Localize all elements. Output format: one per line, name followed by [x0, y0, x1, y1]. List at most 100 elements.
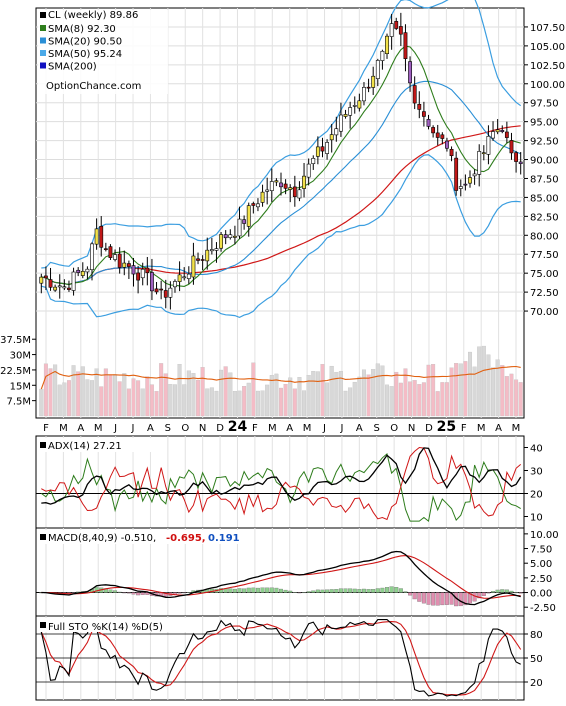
candle-body [398, 26, 403, 35]
x-tick-label: J [113, 423, 117, 434]
adx-lines [41, 446, 522, 522]
volume-bar [500, 365, 505, 417]
sto-tick-label: 50 [530, 654, 543, 665]
macd-histogram-bar [504, 589, 509, 593]
volume-bar [288, 377, 293, 417]
candle-body [214, 248, 219, 251]
volume-bar [385, 384, 390, 417]
volume-bar [338, 371, 343, 417]
volume-bar [122, 373, 127, 417]
macd-histogram-bar [232, 588, 237, 593]
macd-histogram-bar [242, 588, 247, 593]
candle-body [302, 175, 306, 189]
candle-body [126, 263, 131, 267]
candle-body [39, 276, 44, 284]
volume-bar [108, 374, 113, 417]
x-tick-label: D [216, 423, 224, 434]
volume-bar [440, 382, 445, 417]
candle-body [329, 134, 334, 141]
candle-body [159, 288, 164, 291]
x-tick-label: J [131, 423, 135, 434]
macd-signal-value: -0.695, [166, 533, 206, 544]
macd-histogram-bar [269, 587, 274, 593]
x-tick-label: A [147, 423, 154, 434]
volume-bar [219, 369, 224, 417]
macd-histogram-bar [311, 590, 316, 593]
volume-bar [472, 366, 477, 417]
volume-bar [518, 382, 523, 417]
candle-body [191, 255, 196, 278]
macd-histogram-bar [431, 592, 436, 606]
macd-histogram-bar [495, 589, 500, 593]
macd-panel: 10.00 7.50 5.00 2.50 0.00 -2.50 MACD(8,40,9) … [35, 527, 559, 617]
x-tick-label: M [268, 423, 277, 434]
volume-bar [149, 384, 154, 417]
candle-body [265, 189, 270, 192]
volume-bar [435, 391, 440, 417]
volume-bar [39, 388, 44, 417]
candle-body [500, 130, 505, 132]
volume-bar [454, 363, 459, 417]
adx-tick-label: 40 [530, 444, 543, 455]
volume-bar [163, 373, 168, 417]
macd-histogram-bar [412, 592, 417, 600]
candle-body [371, 75, 376, 88]
candle-body [352, 105, 357, 107]
volume-bar [57, 384, 62, 417]
volume-bar [320, 364, 325, 417]
volume-bar [99, 386, 104, 417]
macd-histogram-bar [260, 587, 265, 593]
macd-histogram-bar [306, 591, 311, 593]
volume-bar [53, 364, 58, 417]
volume-bar [274, 373, 279, 417]
volume-bar [325, 382, 330, 417]
adx-legend-swatch [40, 442, 46, 448]
price-tick-label: 75.00 [530, 269, 559, 280]
x-tick-label: N [408, 423, 415, 434]
volume-bar [168, 384, 173, 417]
x-tick-label: M [477, 423, 486, 434]
candle-body [71, 271, 76, 291]
volume-bar [366, 374, 371, 417]
volume-bar [62, 382, 67, 417]
candle-body [514, 152, 518, 162]
candle-body [491, 131, 495, 139]
macd-histogram-bar [237, 588, 242, 593]
volume-bar [408, 381, 413, 417]
volume-bar [504, 376, 509, 417]
candle-body [509, 140, 514, 154]
candle-body [408, 61, 412, 84]
legend-entry: SMA(20) 90.50 [48, 37, 122, 48]
volume-bar [71, 365, 76, 417]
candles [39, 12, 523, 310]
candle-body [362, 86, 366, 102]
x-tick-label: O [390, 423, 398, 434]
macd-lines [41, 550, 521, 606]
sto-k-line [40, 618, 521, 697]
candle-body [256, 203, 260, 208]
volume-bar [403, 368, 408, 417]
legend-swatch [40, 37, 46, 44]
candle-body [417, 103, 422, 110]
volume-bar [491, 367, 496, 417]
legend-entry: SMA(50) 95.24 [48, 49, 122, 60]
legend-entry: SMA(200) [48, 62, 97, 73]
candle-body [481, 152, 486, 155]
volume-bar [80, 366, 85, 417]
volume-bar [136, 380, 141, 417]
legend: CL (weekly) 89.86 SMA(8) 92.30 SMA(20) 90.… [38, 10, 168, 94]
macd-tick-label: 7.50 [530, 545, 552, 556]
volume-bar [348, 387, 353, 417]
price-tick-label: 80.00 [530, 231, 559, 242]
adx-tick-label: 30 [530, 467, 543, 478]
x-tick-label: F [43, 423, 49, 434]
volume-bar [255, 390, 260, 417]
price-tick-label: 92.50 [530, 137, 559, 148]
candle-body [486, 135, 491, 155]
candle-body [366, 86, 371, 89]
macd-histogram-bar [357, 589, 362, 593]
macd-tick-label: 2.50 [530, 574, 552, 585]
volume-bar [85, 379, 90, 417]
volume-bar [205, 388, 210, 417]
macd-histogram-bar [315, 589, 320, 593]
